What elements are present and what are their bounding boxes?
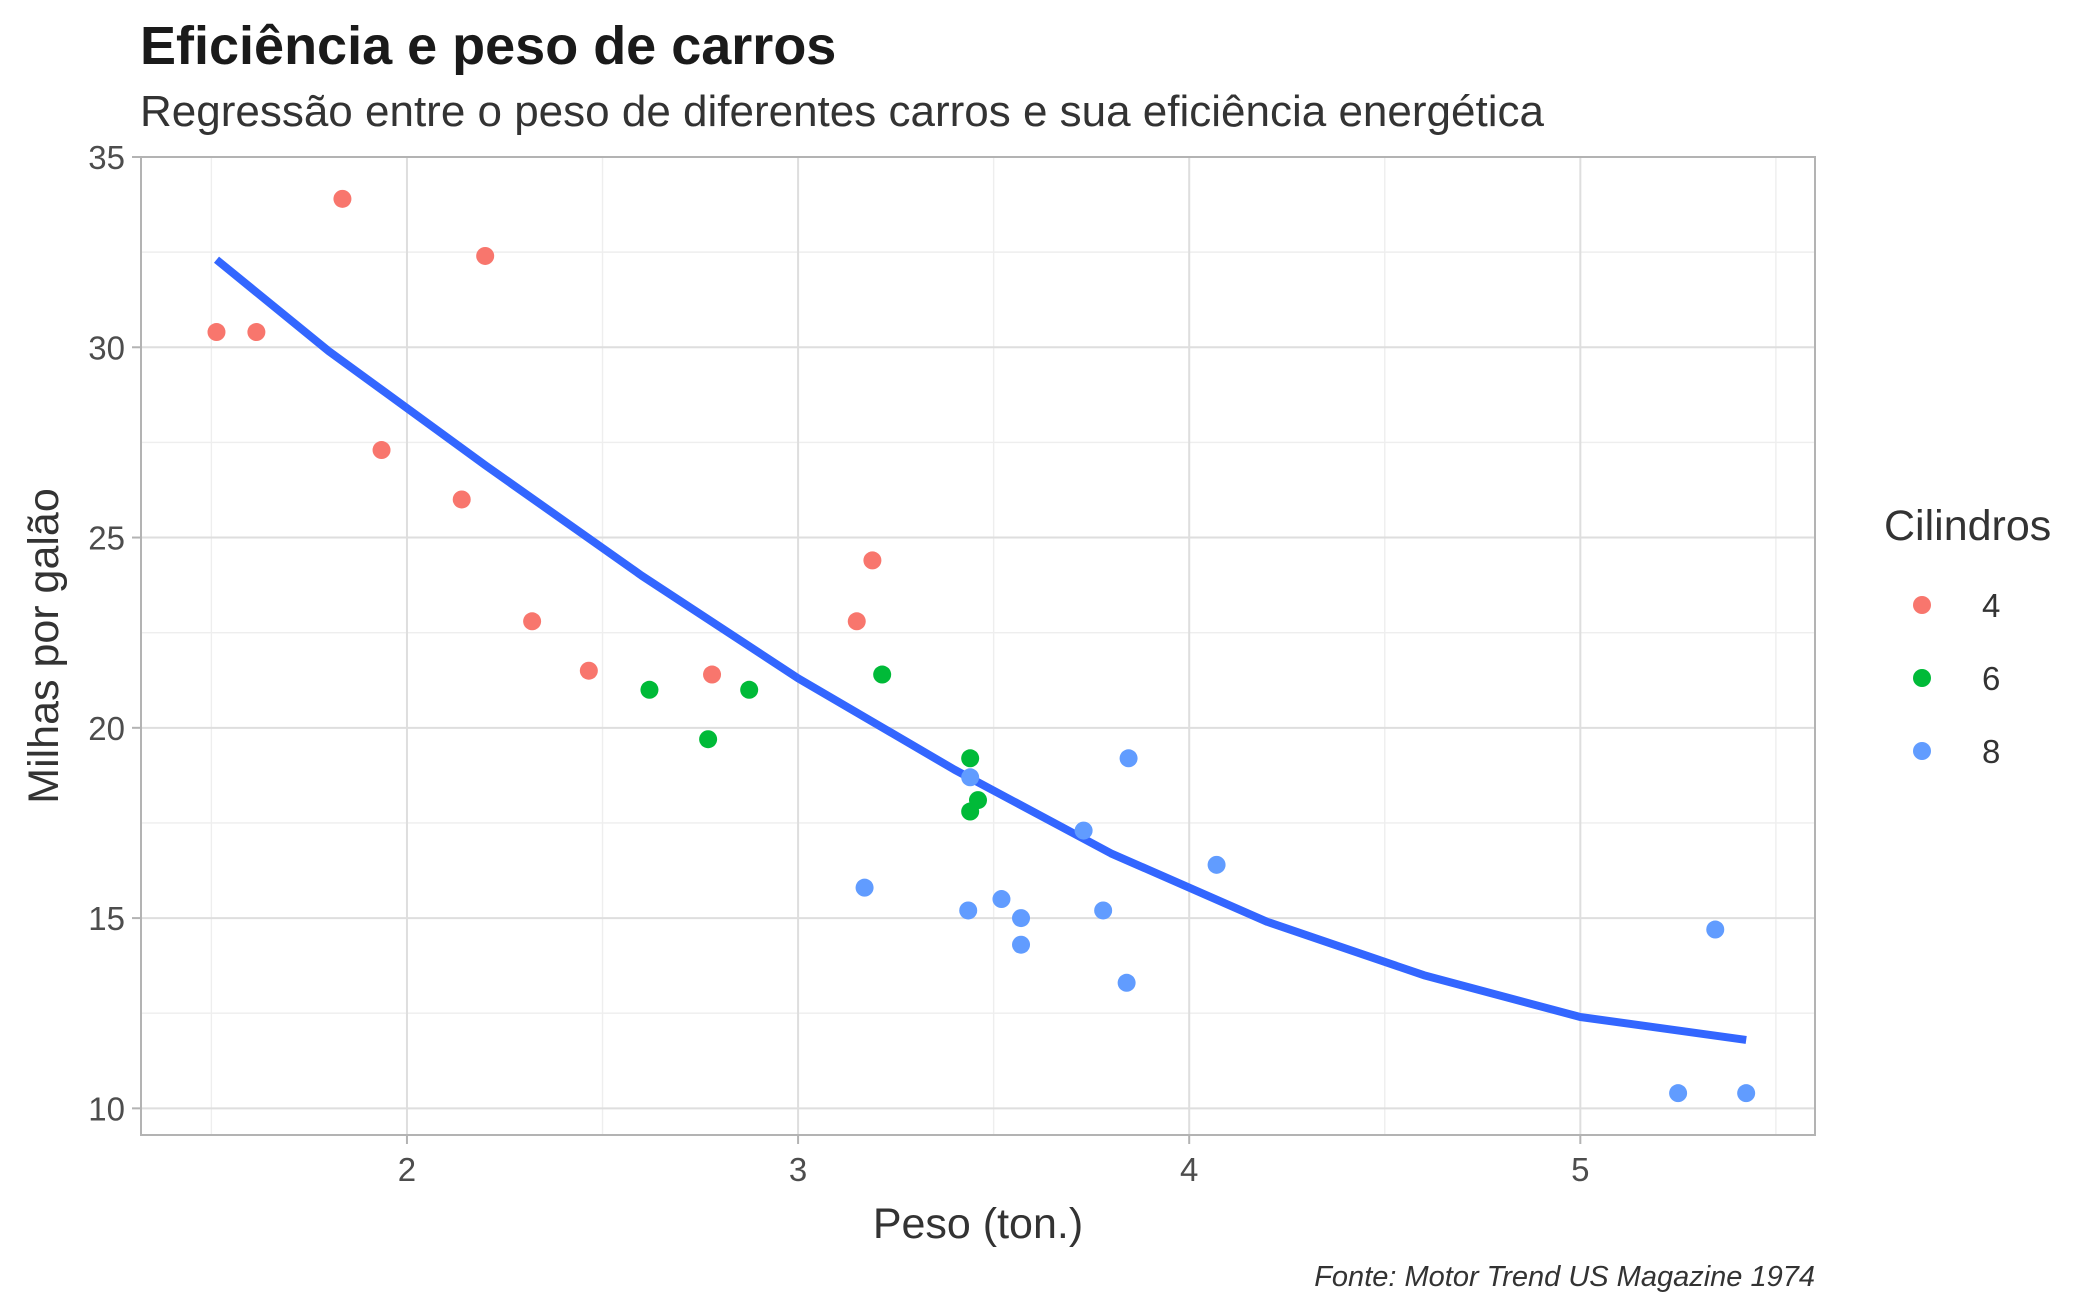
major-gridlines bbox=[141, 156, 1815, 1135]
data-point-cyl-6 bbox=[961, 749, 980, 768]
data-point-cyl-4 bbox=[452, 490, 471, 509]
data-point-cyl-4 bbox=[847, 612, 866, 631]
legend-key-6 bbox=[1913, 669, 1931, 687]
data-point-cyl-6 bbox=[640, 680, 659, 699]
data-point-cyl-8 bbox=[961, 768, 980, 787]
legend-key-4 bbox=[1913, 596, 1931, 614]
data-point-cyl-4 bbox=[863, 551, 882, 570]
y-tick-label: 30 bbox=[88, 329, 125, 366]
data-point-cyl-4 bbox=[703, 665, 722, 684]
y-tick-label: 15 bbox=[88, 900, 125, 937]
minor-gridlines bbox=[141, 157, 1815, 1135]
data-point-cyl-8 bbox=[855, 878, 874, 897]
chart-caption: Fonte: Motor Trend US Magazine 1974 bbox=[1314, 1261, 1815, 1293]
data-point-cyl-8 bbox=[1117, 973, 1136, 992]
chart-subtitle: Regressão entre o peso de diferentes car… bbox=[140, 87, 1544, 136]
data-point-cyl-6 bbox=[873, 665, 892, 684]
data-point-cyl-6 bbox=[699, 730, 718, 749]
x-tick-label: 5 bbox=[1571, 1151, 1589, 1188]
data-point-cyl-8 bbox=[959, 901, 978, 920]
y-tick-label: 25 bbox=[88, 520, 125, 557]
data-point-cyl-8 bbox=[1669, 1084, 1688, 1103]
data-point-cyl-8 bbox=[1737, 1084, 1756, 1103]
legend: Cilindros 4 6 8 bbox=[1884, 502, 2051, 770]
data-point-cyl-8 bbox=[1012, 909, 1031, 928]
data-point-cyl-8 bbox=[1706, 920, 1725, 939]
y-tick-label: 35 bbox=[88, 139, 125, 176]
axis-tick-labels: 2 3 4 5 10 15 20 25 30 35 bbox=[88, 139, 1589, 1188]
data-point-cyl-4 bbox=[476, 246, 495, 265]
legend-label-4: 4 bbox=[1982, 587, 2000, 624]
x-axis-title: Peso (ton.) bbox=[873, 1200, 1083, 1248]
data-point-cyl-6 bbox=[961, 802, 980, 821]
data-point-cyl-4 bbox=[333, 189, 352, 208]
data-point-cyl-8 bbox=[1119, 749, 1138, 768]
legend-title: Cilindros bbox=[1884, 502, 2051, 550]
chart-title: Eficiência e peso de carros bbox=[140, 16, 836, 76]
y-axis-title: Milhas por galão bbox=[20, 488, 68, 804]
data-point-cyl-4 bbox=[372, 441, 391, 460]
data-point-cyl-4 bbox=[579, 661, 598, 680]
legend-label-8: 8 bbox=[1982, 733, 2000, 770]
x-tick-label: 3 bbox=[789, 1151, 807, 1188]
y-tick-label: 10 bbox=[88, 1090, 125, 1127]
data-point-cyl-8 bbox=[1012, 935, 1031, 954]
data-points-layer bbox=[207, 189, 1756, 1103]
data-point-cyl-4 bbox=[247, 323, 266, 342]
data-point-cyl-8 bbox=[1094, 901, 1113, 920]
data-point-cyl-4 bbox=[523, 612, 542, 631]
data-point-cyl-6 bbox=[740, 680, 759, 699]
axis-ticks bbox=[132, 156, 1582, 1144]
y-tick-label: 20 bbox=[88, 710, 125, 747]
data-point-cyl-8 bbox=[1207, 855, 1226, 874]
x-tick-label: 4 bbox=[1180, 1151, 1198, 1188]
data-point-cyl-4 bbox=[207, 323, 226, 342]
regression-curve bbox=[213, 256, 1747, 1044]
legend-key-8 bbox=[1913, 742, 1931, 760]
panel-border bbox=[140, 156, 1816, 1136]
x-tick-label: 2 bbox=[398, 1151, 416, 1188]
data-point-cyl-8 bbox=[1074, 821, 1093, 840]
regression-curve-layer bbox=[213, 256, 1747, 1044]
data-point-cyl-8 bbox=[992, 890, 1011, 909]
legend-label-6: 6 bbox=[1982, 660, 2000, 697]
